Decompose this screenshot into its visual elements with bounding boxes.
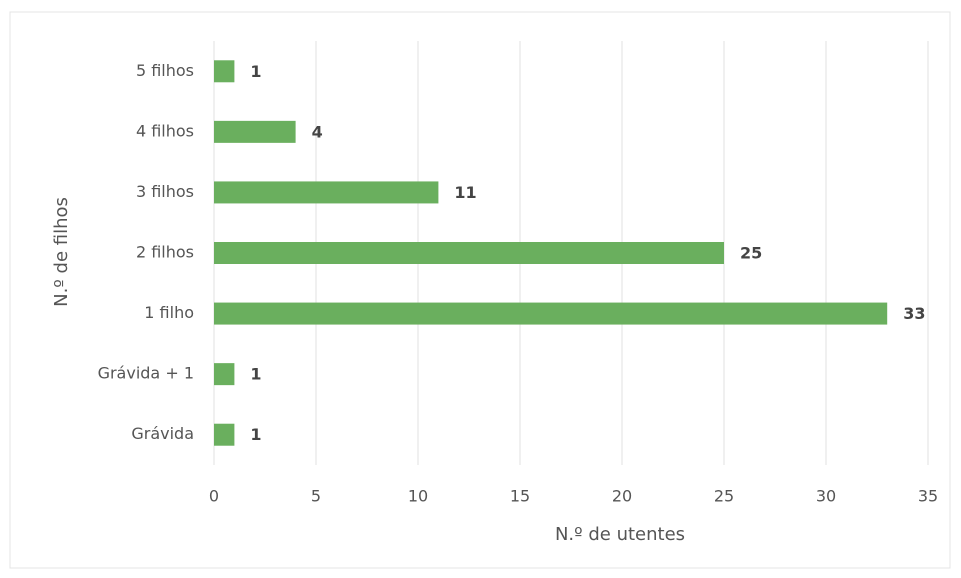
bar xyxy=(214,242,724,264)
x-tick-label: 5 xyxy=(311,487,321,506)
bar xyxy=(214,120,296,143)
y-tick-label: 1 filho xyxy=(144,303,194,322)
chart-frame xyxy=(9,11,951,569)
bar xyxy=(214,363,235,386)
data-label: 33 xyxy=(903,304,925,323)
y-tick-label: 4 filhos xyxy=(136,121,194,140)
y-tick-label: 3 filhos xyxy=(136,182,194,201)
bar xyxy=(214,181,439,204)
x-tick-label: 25 xyxy=(714,487,734,506)
x-tick-label: 30 xyxy=(816,487,836,506)
x-tick-label: 0 xyxy=(209,487,219,506)
data-label: 1 xyxy=(250,425,261,444)
data-label: 25 xyxy=(740,244,762,263)
data-label: 11 xyxy=(454,183,476,202)
data-label: 1 xyxy=(250,365,261,384)
y-tick-label: Grávida + 1 xyxy=(98,364,194,383)
x-tick-label: 10 xyxy=(408,487,428,506)
bar xyxy=(214,302,888,325)
bar xyxy=(214,423,235,446)
data-label: 4 xyxy=(312,122,323,141)
y-axis-label: N.º de filhos xyxy=(51,197,72,307)
x-tick-label: 35 xyxy=(918,487,938,506)
y-tick-label: Grávida xyxy=(131,424,194,443)
bar xyxy=(214,60,235,83)
x-tick-label: 20 xyxy=(612,487,632,506)
y-tick-label: 5 filhos xyxy=(136,61,194,80)
data-label: 1 xyxy=(250,62,261,81)
x-tick-label: 15 xyxy=(510,487,530,506)
x-axis-label: N.º de utentes xyxy=(555,524,685,545)
y-tick-label: 2 filhos xyxy=(136,243,194,262)
